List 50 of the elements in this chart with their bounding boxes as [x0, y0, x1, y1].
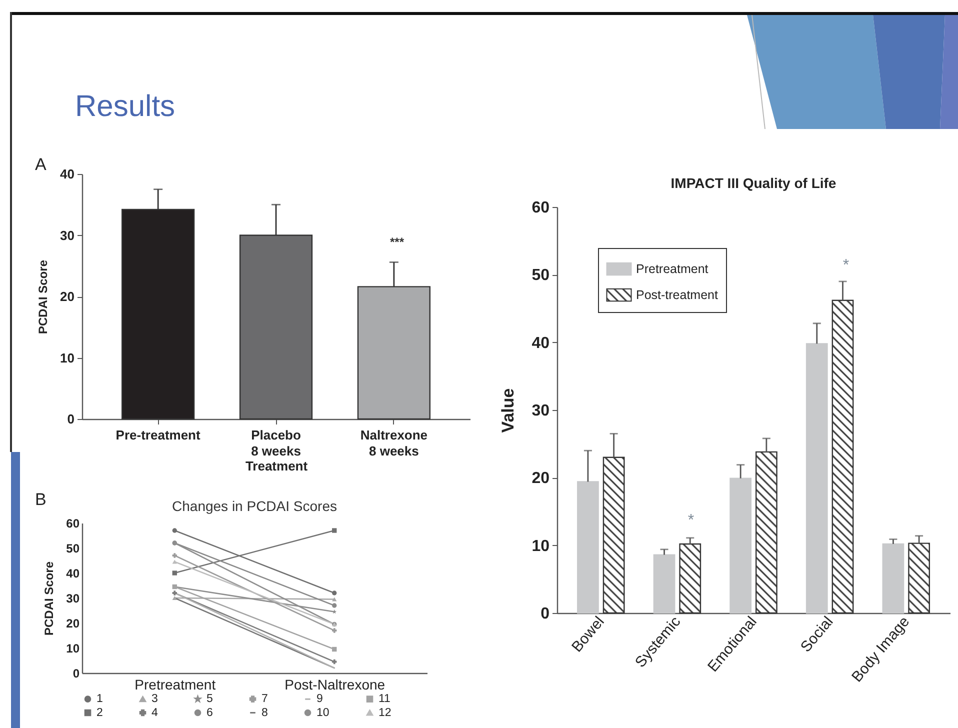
y-axis-title: PCDAI Score	[42, 561, 56, 636]
y-tick-label: 20	[60, 289, 74, 304]
y-axis-title: Value	[498, 388, 518, 433]
chart-title: Results	[75, 90, 176, 123]
y-tick-label: 30	[60, 228, 74, 243]
annotation: *	[688, 512, 694, 529]
y-axis-title: PCDAI Score	[36, 260, 50, 334]
legend-label: 8	[262, 706, 268, 719]
legend-label: 7	[262, 693, 268, 706]
y-tick-label: 10	[66, 642, 80, 656]
legend-label: 9	[316, 693, 323, 706]
annotation: ***	[390, 235, 404, 249]
y-tick-label: 20	[532, 470, 550, 488]
y-tick-label: 40	[66, 566, 80, 580]
legend-label: 1	[96, 693, 103, 706]
text: B	[35, 490, 46, 509]
y-tick-label: 20	[66, 616, 80, 630]
legend-label: 11	[378, 693, 390, 706]
x-tick-label: Post-Naltrexone	[284, 676, 386, 692]
annotation: *	[842, 257, 850, 274]
legend-label: Pretreatment	[636, 262, 709, 276]
y-tick-label: 60	[66, 516, 80, 530]
y-tick-label: 30	[66, 592, 80, 606]
text: A	[35, 155, 46, 174]
legend-label: 3	[152, 693, 158, 706]
chart-title: Changes in PCDAI Scores	[172, 498, 337, 514]
x-axis-title: Treatment	[245, 458, 308, 474]
y-tick-label: 50	[66, 542, 80, 556]
y-tick-label: 30	[532, 402, 550, 420]
legend-label: 4	[152, 706, 158, 719]
y-tick-label: 0	[72, 666, 80, 680]
legend-label: 6	[206, 706, 213, 719]
legend-label: Post-treatment	[636, 288, 719, 302]
y-tick-label: 60	[532, 200, 550, 216]
legend-label: 10	[316, 706, 330, 719]
x-tick-label: Placebo 8 weeks	[251, 428, 301, 458]
y-tick-label: 0	[67, 412, 74, 426]
y-tick-label: 40	[532, 334, 550, 352]
x-tick-label: Pre-treatment	[116, 428, 201, 442]
y-tick-label: 50	[532, 267, 550, 284]
legend-label: 2	[96, 706, 103, 719]
y-tick-label: 10	[60, 350, 74, 366]
y-tick-label: 0	[540, 606, 550, 622]
y-tick-label: 40	[60, 166, 74, 182]
y-tick-label: 10	[532, 538, 550, 555]
legend-label: 5	[206, 693, 213, 706]
x-tick-label: Pretreatment	[134, 676, 216, 692]
legend-label: 12	[378, 706, 392, 719]
chart-title: IMPACT III Quality of Life	[670, 175, 836, 191]
x-tick-label: Naltrexone 8 weeks	[360, 428, 428, 458]
